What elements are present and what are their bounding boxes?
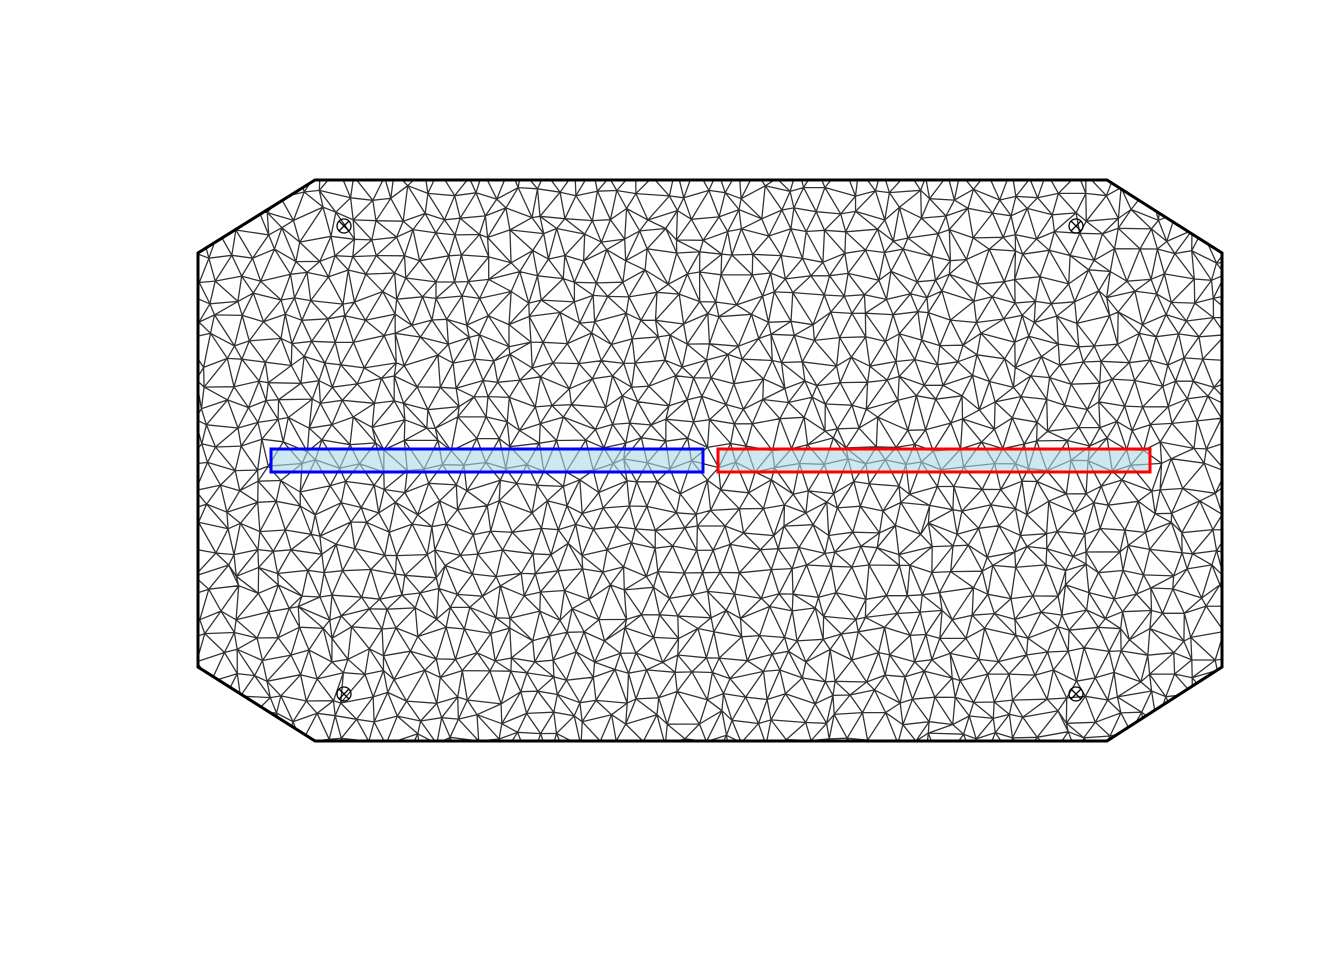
mesh-edges — [198, 180, 1222, 741]
marker — [1068, 218, 1084, 234]
marker — [336, 218, 352, 234]
marker — [1068, 686, 1084, 702]
mesh — [198, 180, 1222, 741]
left-electrode — [269, 447, 705, 474]
markers — [336, 218, 1084, 702]
domain-boundary — [196, 178, 1224, 743]
marker — [336, 686, 352, 702]
right-electrode — [716, 447, 1152, 474]
